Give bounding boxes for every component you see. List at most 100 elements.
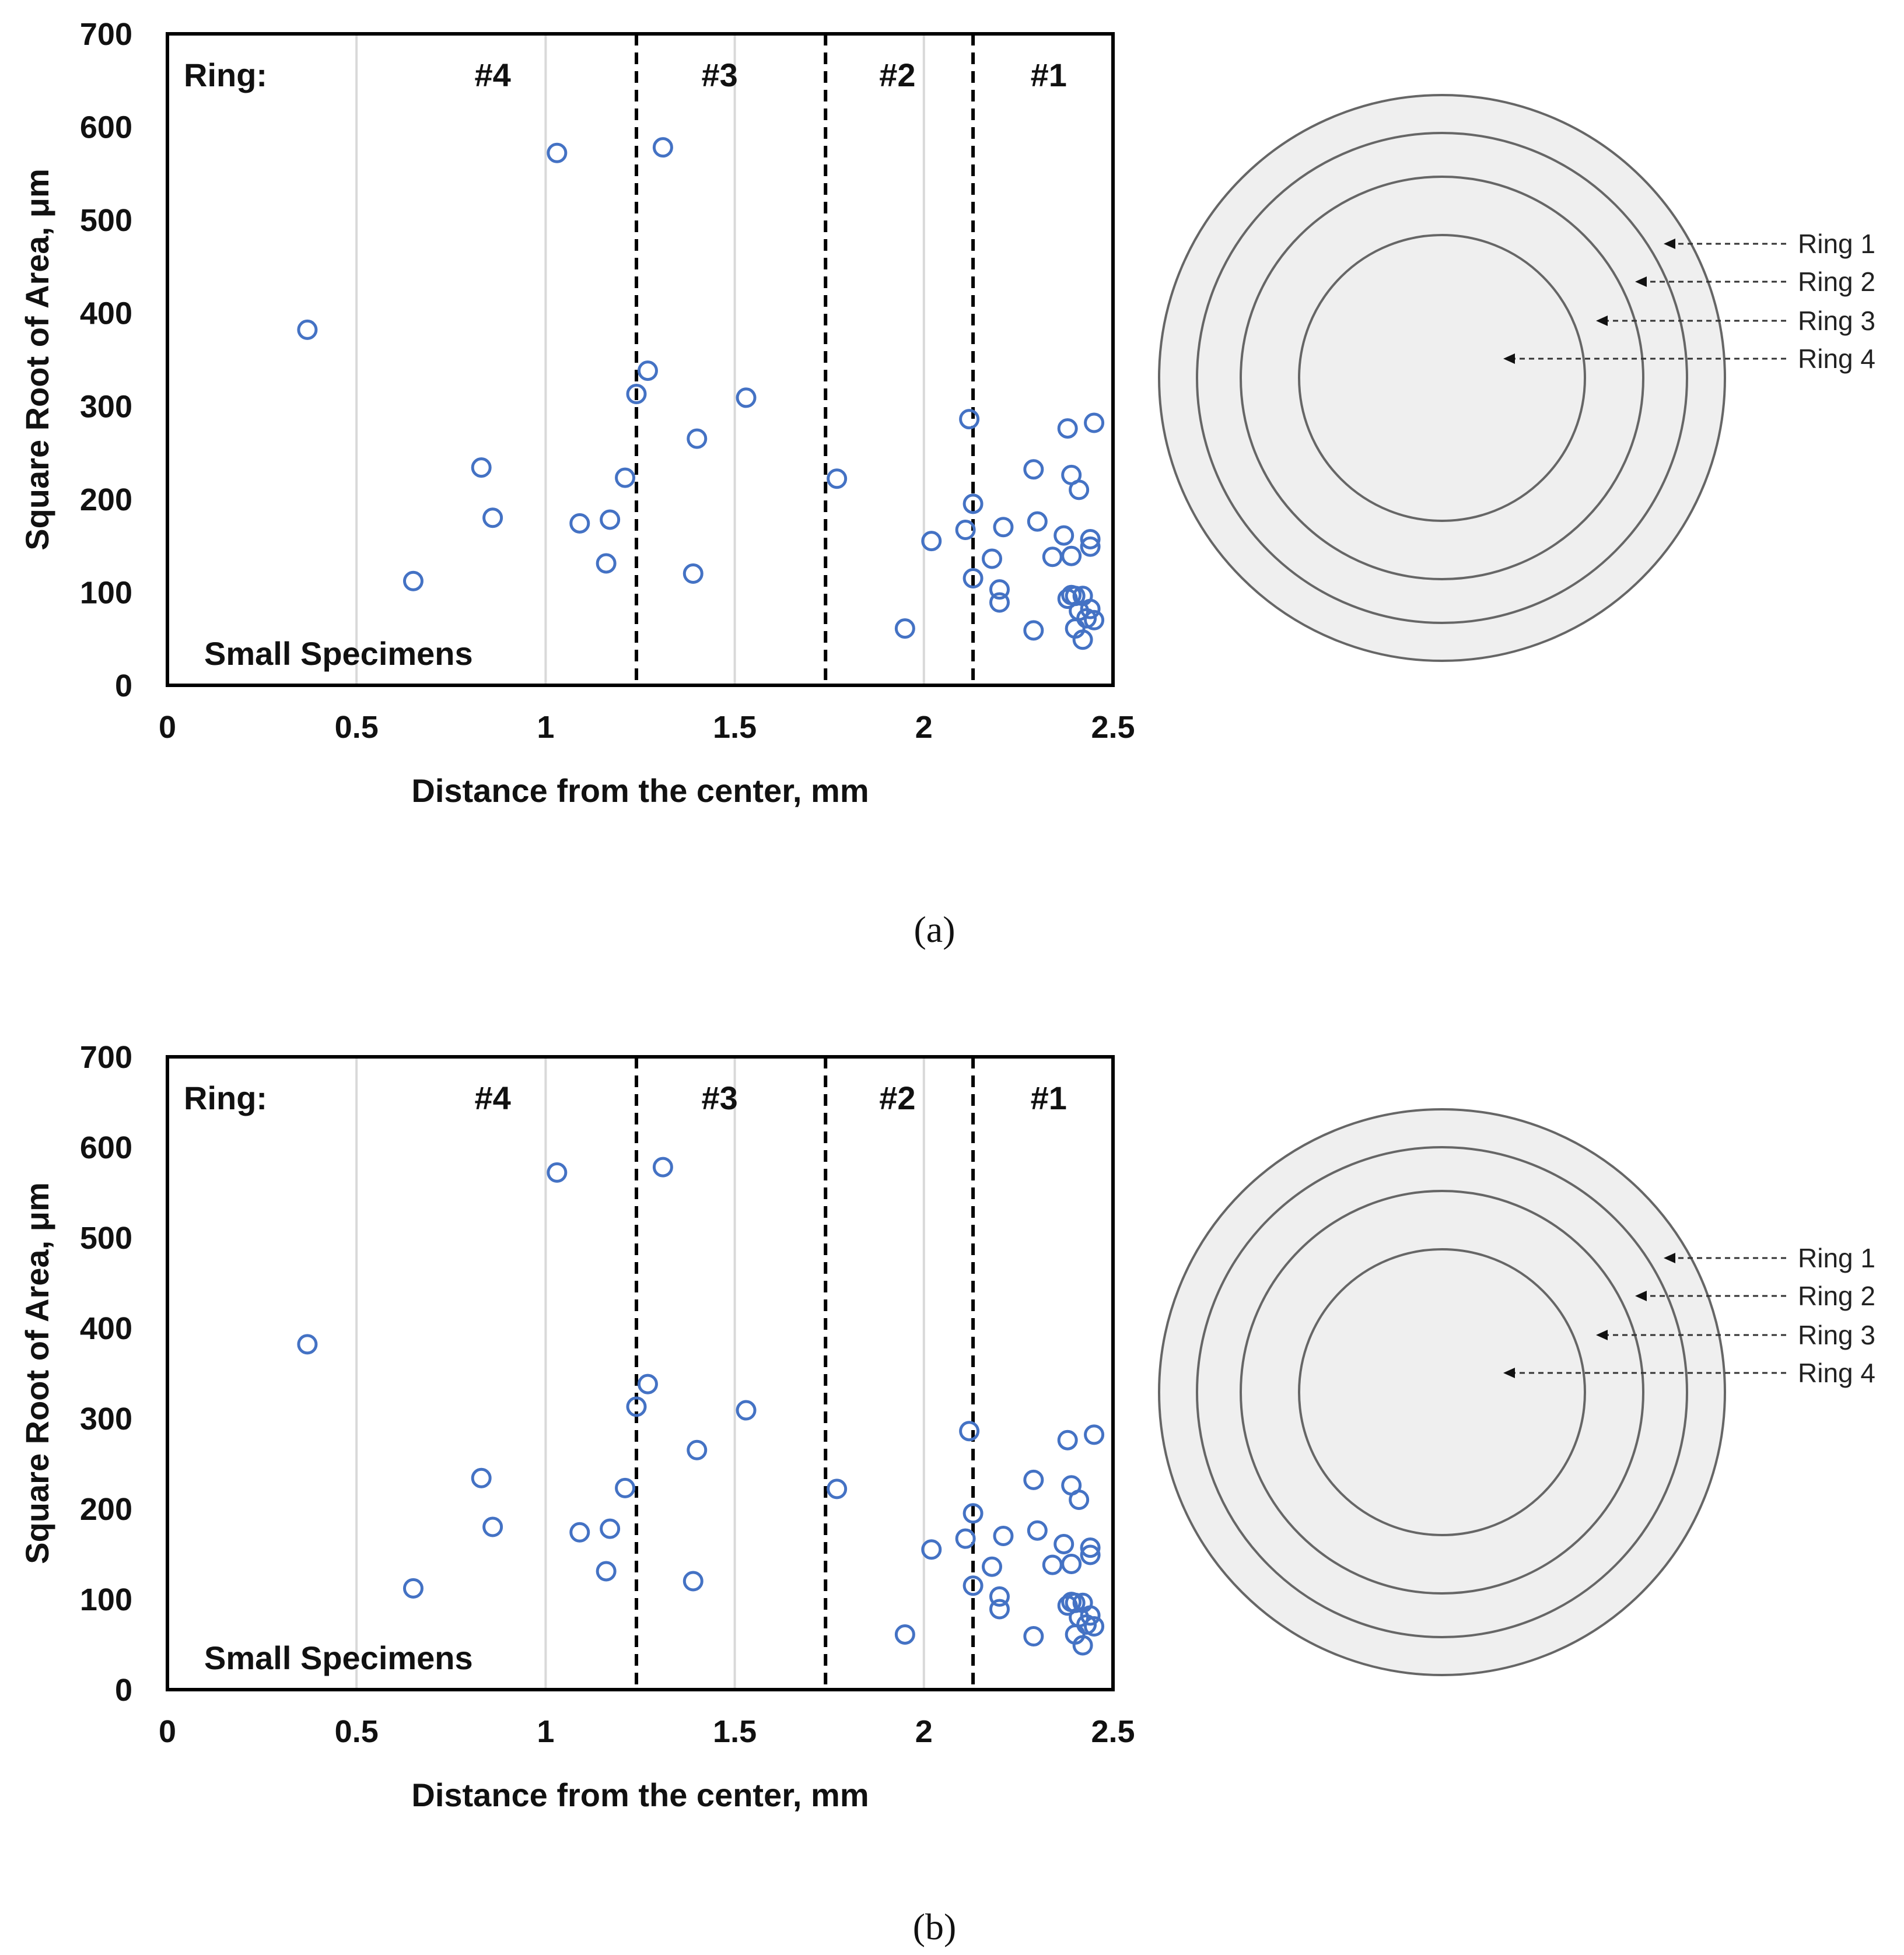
data-point [989,592,1010,613]
data-point [626,1396,647,1417]
data-point [1080,1537,1101,1558]
data-point [1023,459,1044,480]
arrow-head-icon [1664,239,1675,249]
ring-zone-label: #3 [702,1080,738,1116]
y-tick-label: 200 [80,482,132,517]
data-point [1054,1533,1074,1554]
data-point [963,493,984,514]
y-axis-title: Square Root of Area, μm [19,169,55,551]
data-point [1084,609,1105,630]
y-tick-label: 100 [80,575,132,610]
data-point [894,618,915,639]
x-tick-label: 1.5 [713,1714,757,1749]
x-tick-label: 1.5 [713,710,757,745]
ring-label: Ring 1 [1798,229,1875,259]
data-point [402,570,424,591]
data-point [921,531,942,552]
y-tick-label: 600 [80,1130,132,1165]
data-point [736,1400,757,1421]
y-tick-label: 100 [80,1582,132,1617]
specimen-annotation: Small Specimens [204,635,473,672]
data-point [471,1467,492,1488]
y-tick-label: 700 [80,17,132,52]
data-point [1069,1490,1090,1510]
panel-caption: (a) [914,909,955,950]
ring-label: Ring 3 [1798,306,1875,336]
data-point [1072,1635,1093,1656]
data-point [955,520,976,541]
data-point [993,1526,1014,1546]
data-point [1061,1554,1082,1575]
x-tick-label: 2.5 [1091,710,1135,745]
x-tick-label: 1 [537,1714,554,1749]
data-point [1023,1626,1044,1647]
data-point [547,142,568,163]
ring-label: Ring 4 [1798,344,1875,374]
data-point [1065,1592,1086,1613]
x-tick-label: 1 [537,710,554,745]
data-point [569,1522,590,1543]
ring-zone-label: #4 [474,57,510,93]
data-point [1042,1554,1063,1575]
arrow-head-icon [1503,353,1515,364]
arrow-head-icon [1596,316,1608,326]
data-point [1080,536,1101,557]
x-axis-title: Distance from the center, mm [411,1777,869,1813]
y-tick-label: 400 [80,1311,132,1346]
ring-label: Ring 2 [1798,267,1875,297]
arrow-head-icon [1596,1330,1608,1340]
data-point [600,509,621,530]
ring-zone-label: #1 [1031,1080,1067,1116]
data-point [989,1599,1010,1620]
ring-label: Ring 1 [1798,1243,1875,1273]
ring-diagram: Ring 1 Ring 2 Ring 3 Ring 4 [1158,1108,1875,1676]
data-point [982,1556,1003,1577]
data-point [1027,511,1048,532]
ring-zone-label: #2 [879,57,915,93]
data-point [827,468,848,489]
data-point [1076,1614,1097,1635]
y-tick-label: 500 [80,1221,132,1256]
data-point [547,1162,568,1183]
data-point [963,1503,984,1524]
data-point [1080,528,1101,549]
data-point [1023,620,1044,641]
y-tick-label: 0 [115,1673,132,1708]
data-point [297,319,318,340]
x-tick-label: 0 [159,1714,176,1749]
panel-b: 0 100 200 300 400 500 600 700 0 0.5 1 1.5 2 2.5 Distan… [19,1040,1875,1947]
specimen-annotation: Small Specimens [204,1639,473,1676]
arrow-head-icon [1635,1291,1647,1301]
data-point [1054,525,1074,546]
data-point [615,1477,636,1498]
data-point [482,1516,503,1537]
data-point [1076,608,1097,629]
data-point [482,507,503,528]
data-point [402,1578,424,1599]
ring-zone-title: Ring: [184,57,267,93]
data-point [989,579,1010,600]
data-point [1042,546,1063,567]
data-point [652,137,673,158]
data-point [596,553,617,574]
panel-caption: (b) [913,1906,957,1947]
data-point [637,360,658,381]
data-point [736,387,757,408]
data-point [1080,1605,1101,1626]
x-tick-label: 0.5 [335,710,379,745]
data-point [1057,418,1078,439]
data-point [1084,1424,1105,1445]
data-point [1027,1520,1048,1541]
data-point [637,1374,658,1395]
data-point [1080,598,1101,619]
data-point [652,1157,673,1178]
data-point [963,1575,984,1596]
x-tick-label: 0.5 [335,1714,379,1749]
data-point [615,467,636,488]
x-tick-label: 2.5 [1091,1714,1135,1749]
plot-frame [166,32,1115,687]
ring-circle [1298,1248,1586,1536]
panel-a: 0 100 200 300 400 500 600 700 0 0.5 1 1.5 2 2.5 Distan… [19,17,1875,950]
data-point [682,563,704,584]
